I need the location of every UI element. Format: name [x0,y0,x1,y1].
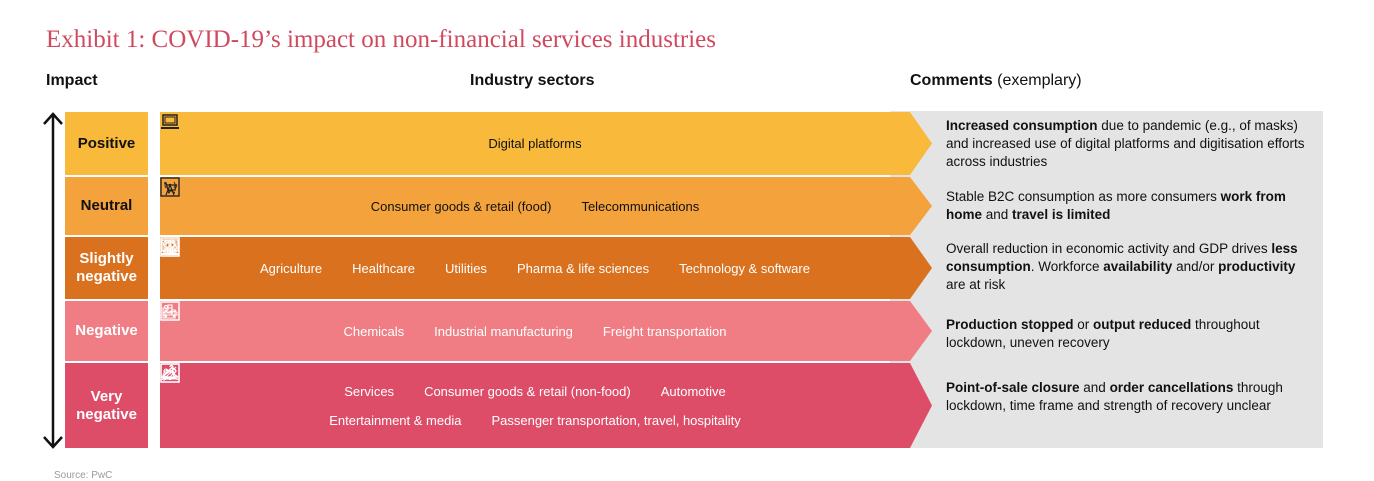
comment-emphasis: work from home [946,189,1286,223]
comment-slightly-negative: Overall reduction in economic activity a… [946,240,1316,295]
comment-text: . Workforce [1030,259,1104,275]
sector-item-services: Services [160,363,395,399]
sector-item-passenger-transportation-travel-hospitality: Passenger transportation, travel, hospit… [160,363,741,428]
comment-emphasis: travel is limited [1012,207,1111,223]
sector-line: Entertainment & media Passenger transport… [160,363,741,428]
comment-negative: Production stopped or output reduced thr… [946,316,1316,352]
sector-label: Pharma & life sciences [516,260,650,276]
monitor-icon [161,239,179,255]
sector-label: Services [344,383,395,399]
sector-label: Chemicals [343,323,405,339]
comment-emphasis: less consumption [946,241,1298,275]
sector-band-negative: Chemicals Industrial manufacturing Freight… [160,301,932,361]
sector-label: Utilities [445,260,487,276]
sector-item-consumer-goods-retail-food: Consumer goods & retail (food) [160,177,552,214]
sector-item-freight-transportation: Freight transportation [160,301,727,339]
sector-band-arrow-shape [160,177,932,235]
sector-label: Passenger transportation, travel, hospit… [491,412,741,428]
sector-item-consumer-goods-retail-non-food: Consumer goods & retail (non-food) [160,364,631,399]
comment-positive: Increased consumption due to pandemic (e… [946,117,1316,172]
sector-item-agriculture: Agriculture [160,237,323,276]
comment-text: and [1079,380,1110,395]
sector-item-industrial-manufacturing: Industrial manufacturing [160,301,573,339]
source-note: Source: PwC [54,470,113,481]
sector-band-slightly-negative: Agriculture Healthcare Utilities Pharma & l… [160,237,932,299]
sector-item-digital-platforms: Digital platforms [161,114,582,151]
sector-item-pharma-life-sciences: Pharma & life sciences [160,237,650,276]
antenna-icon [160,177,180,197]
sector-line: Consumer goods & retail (food) Telecommun… [160,177,700,214]
comment-text: through lockdown, time frame and strengt… [946,380,1283,414]
comments-header-bold: Comments [910,72,993,89]
exhibit-title: Exhibit 1: COVID-19’s impact on non-fina… [46,26,717,53]
comment-very-negative: Point-of-sale closure and order cancella… [946,379,1316,415]
sector-label: Consumer goods & retail (food) [370,198,552,214]
sector-label: Consumer goods & retail (non-food) [424,383,631,399]
sector-label: Healthcare [352,260,416,276]
comment-emphasis: Increased consumption [946,118,1098,133]
sector-label: Entertainment & media [329,412,462,428]
sector-band-arrow-shape [160,112,932,175]
sector-item-entertainment-media: Entertainment & media [160,363,462,428]
sector-item-telecommunications: Telecommunications [160,177,700,214]
sector-label: Industrial manufacturing [434,323,573,339]
sector-line: Digital platforms [161,114,582,151]
comment-neutral: Stable B2C consumption as more consumers… [946,188,1316,224]
comment-emphasis: availability [1103,259,1173,275]
sector-label: Automotive [660,383,726,399]
impact-label-neutral: Neutral [65,177,148,235]
sector-line: Services Consumer goods & retail (non-foo… [160,363,726,399]
impact-label-negative: Negative [65,301,148,361]
comment-text: are at risk [946,277,1006,293]
sector-item-utilities: Utilities [160,237,487,276]
comment-text: Overall reduction in economic activity a… [946,241,1272,256]
sector-item-chemicals: Chemicals [160,301,405,339]
sector-item-automotive: Automotive [160,363,726,399]
comment-text: and [982,207,1013,223]
comment-text: or [1073,317,1094,332]
sector-label: Telecommunications [581,198,700,214]
impact-axis-arrow-icon [43,112,63,449]
sectors-column-header: Industry sectors [470,72,595,89]
sector-label: Freight transportation [602,323,727,339]
impact-label-slightly-negative: Slightly negative [65,237,148,299]
comment-text: throughout lockdown, uneven recovery [946,317,1260,351]
comments-panel [890,111,1323,448]
sector-label: Technology & software [679,260,810,276]
truck-icon [160,301,180,321]
sector-band-arrow-shape [160,363,932,448]
comment-text: Stable B2C consumption as more consumers [946,189,1221,204]
sector-band-positive: Digital platforms [160,112,932,175]
sector-band-very-negative: Services Consumer goods & retail (non-foo… [160,363,932,448]
laptop-icon [161,114,179,129]
sector-label: Agriculture [260,260,323,276]
sector-band-arrow-shape [160,301,932,361]
sector-band-neutral: Consumer goods & retail (food) Telecommun… [160,177,932,235]
impact-label-positive: Positive [65,112,148,175]
sector-line: Chemicals Industrial manufacturing Freight… [160,301,727,339]
comments-header-light: (exemplary) [997,72,1082,89]
impact-label-very-negative: Very negative [65,363,148,448]
airplane-icon [160,363,180,383]
comment-text: due to pandemic (e.g., of masks) and inc… [946,118,1305,170]
sector-item-healthcare: Healthcare [160,237,416,276]
comment-emphasis: productivity [1218,259,1296,275]
comment-emphasis: order cancellations [1109,380,1234,395]
comment-text: and/or [1172,259,1219,275]
comments-column-header: Comments (exemplary) [910,72,1082,90]
comment-emphasis: Point-of-sale closure [946,380,1080,395]
sector-line: Agriculture Healthcare Utilities Pharma & l… [160,237,810,276]
sector-item-technology-software: Technology & software [161,239,810,276]
sector-label: Digital platforms [488,136,582,151]
comment-emphasis: output reduced [1093,317,1192,332]
impact-column-header: Impact [46,72,98,89]
sector-band-arrow-shape [160,237,932,299]
comment-emphasis: Production stopped [946,317,1074,332]
